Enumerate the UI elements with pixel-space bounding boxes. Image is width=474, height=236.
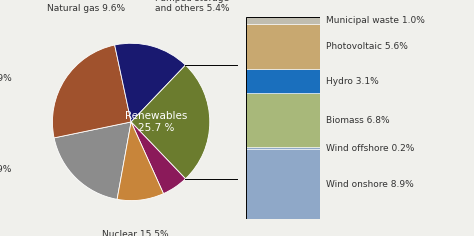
Bar (246, 25, 320, 69)
Wedge shape (115, 43, 185, 122)
Wedge shape (117, 122, 164, 201)
Text: Photovoltaic 5.6%: Photovoltaic 5.6% (326, 42, 408, 51)
Text: Municipal waste 1.0%: Municipal waste 1.0% (326, 16, 425, 25)
Bar (246, 149, 320, 219)
Text: Lignite 24.9%: Lignite 24.9% (0, 165, 11, 174)
Text: Hydro 3.1%: Hydro 3.1% (326, 77, 379, 86)
Wedge shape (54, 122, 131, 199)
Wedge shape (131, 122, 185, 194)
Wedge shape (131, 65, 210, 179)
Bar (246, 93, 320, 147)
Text: Hard coal 18.9%: Hard coal 18.9% (0, 74, 11, 83)
Text: Wind onshore 8.9%: Wind onshore 8.9% (326, 180, 414, 189)
Text: Wind offshore 0.2%: Wind offshore 0.2% (326, 144, 414, 153)
Bar (246, 147, 320, 149)
Bar (246, 17, 320, 25)
Text: Biomass 6.8%: Biomass 6.8% (326, 116, 390, 125)
Text: Nuclear 15.5%: Nuclear 15.5% (102, 231, 168, 236)
Text: Natural gas 9.6%: Natural gas 9.6% (46, 4, 125, 13)
Text: Renewables
25.7 %: Renewables 25.7 % (125, 111, 188, 133)
Text: Heating oil,
Pumped storage
and others 5.4%: Heating oil, Pumped storage and others 5… (155, 0, 229, 13)
Wedge shape (53, 45, 131, 138)
Bar (246, 69, 320, 93)
